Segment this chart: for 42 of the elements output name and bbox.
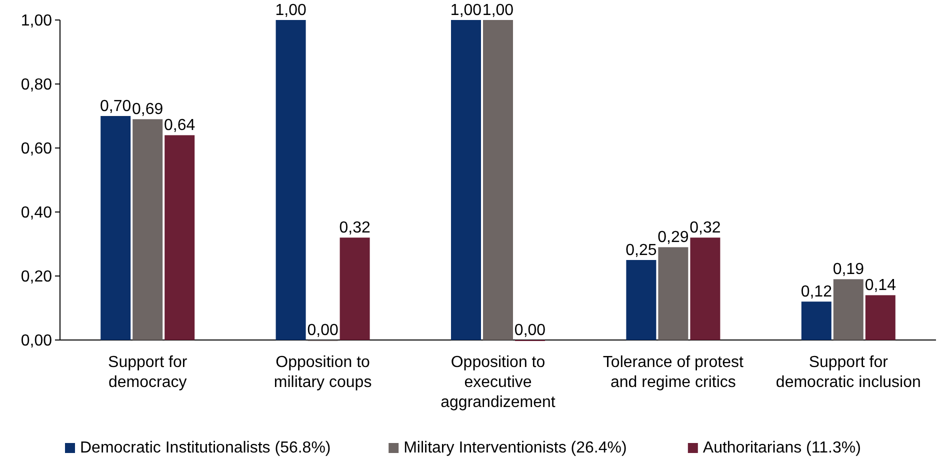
bar xyxy=(276,20,306,340)
data-label: 0,69 xyxy=(132,101,164,118)
legend-label: Military Interventionists (26.4%) xyxy=(404,440,627,456)
x-tick-label: Opposition to military coups xyxy=(274,354,372,391)
y-tick-label: 0,20 xyxy=(20,268,52,286)
data-label: 0,12 xyxy=(800,284,832,301)
data-label: 0,25 xyxy=(626,242,657,259)
bar xyxy=(690,238,720,340)
data-label: 0,19 xyxy=(832,261,864,278)
data-label: 0,64 xyxy=(164,117,196,134)
data-label: 0,14 xyxy=(864,277,896,294)
y-tick-label: 0,40 xyxy=(20,204,52,222)
y-tick-label: 0,60 xyxy=(20,140,52,158)
bar xyxy=(132,119,163,340)
bar xyxy=(164,135,195,340)
data-label: 0,00 xyxy=(307,322,338,339)
data-label: 0,32 xyxy=(339,220,370,237)
bar xyxy=(865,295,896,340)
bar xyxy=(340,238,370,340)
legend-label: Democratic Institutionalists (56.8%) xyxy=(80,440,331,456)
y-tick-label: 1,00 xyxy=(20,12,52,30)
bar xyxy=(100,116,131,340)
data-label: 1,00 xyxy=(275,2,306,19)
bar xyxy=(833,279,864,340)
data-label: 1,00 xyxy=(450,2,482,19)
legend-label: Authoritarians (11.3%) xyxy=(702,440,861,456)
x-tick-label: Support for democracy xyxy=(108,354,188,391)
bar xyxy=(451,20,481,340)
data-label: 0,32 xyxy=(690,220,721,237)
data-label: 0,29 xyxy=(658,229,689,246)
bar xyxy=(483,20,513,340)
y-tick-label: 0,80 xyxy=(20,76,52,94)
x-tick-label: Opposition to executive aggrandizement xyxy=(440,354,556,411)
bar xyxy=(801,302,832,340)
data-label: 0,00 xyxy=(514,322,546,339)
data-label: 1,00 xyxy=(482,2,514,19)
x-tick-label: Support for democratic inclusion xyxy=(776,354,921,391)
x-tick-label: Tolerance of protest and regime critics xyxy=(602,354,744,391)
data-label: 0,70 xyxy=(100,98,132,115)
bar xyxy=(658,247,688,340)
y-tick-label: 0,00 xyxy=(20,332,52,350)
bar xyxy=(626,260,656,340)
